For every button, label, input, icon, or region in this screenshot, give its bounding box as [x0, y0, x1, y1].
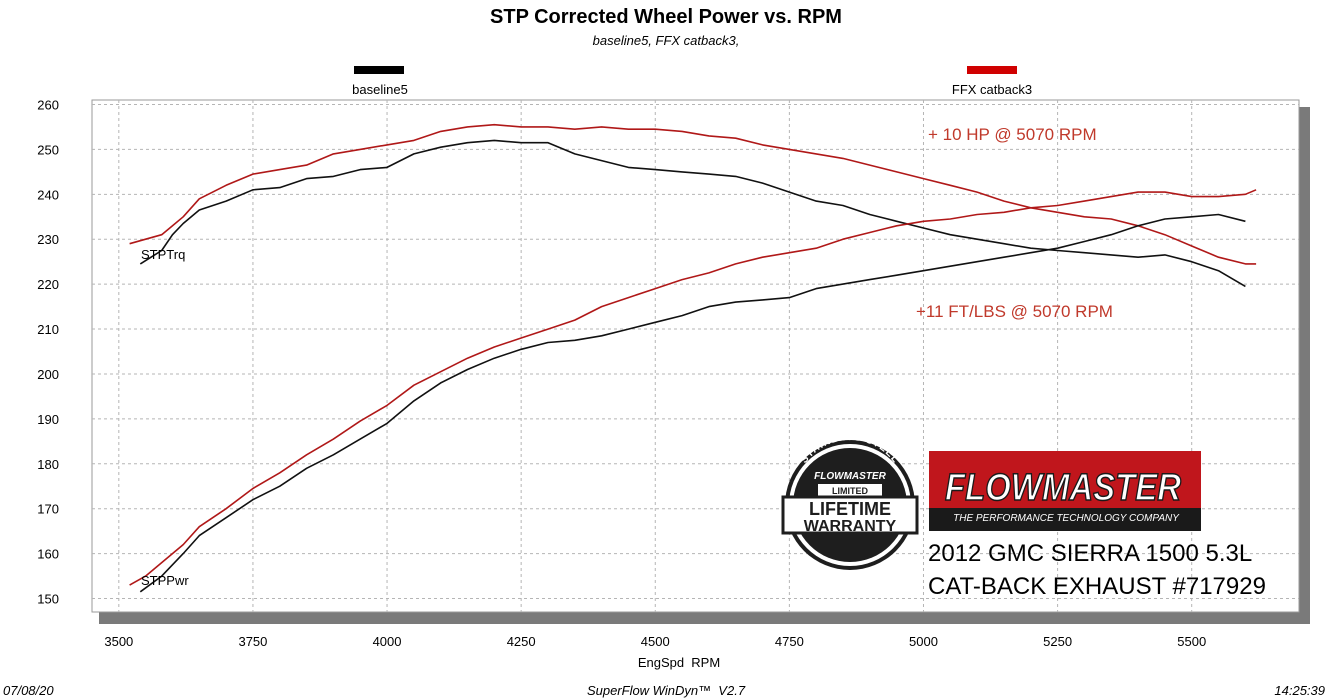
y-tick-label: 260	[37, 97, 59, 112]
annotation-hp: + 10 HP @ 5070 RPM	[928, 125, 1097, 144]
badge-warranty: WARRANTY	[804, 518, 897, 535]
curve-label-stppwr: STPPwr	[141, 573, 189, 588]
x-tick-label: 3500	[104, 634, 133, 649]
y-tick-label: 150	[37, 592, 59, 607]
badge-lifetime: LIFETIME	[809, 499, 891, 519]
legend-label-baseline: baseline5	[352, 82, 408, 97]
legend-label-ffx: FFX catback3	[952, 82, 1032, 97]
x-tick-label: 4250	[507, 634, 536, 649]
x-tick-label: 4750	[775, 634, 804, 649]
x-tick-label: 3750	[238, 634, 267, 649]
chart-title: STP Corrected Wheel Power vs. RPM	[490, 6, 842, 28]
plot-area	[91, 99, 1300, 613]
x-tick-label: 5000	[909, 634, 938, 649]
y-tick-label: 240	[37, 187, 59, 202]
series-line-ffx-catback3-stptrq	[129, 123, 1257, 265]
flowmaster-tagline: THE PERFORMANCE TECHNOLOGY COMPANY	[953, 513, 1180, 524]
footer-time: 14:25:39	[1274, 683, 1325, 698]
series-line-baseline5-stptrq	[139, 139, 1246, 288]
vehicle-line-1: 2012 GMC SIERRA 1500 5.3L	[928, 540, 1252, 567]
y-tick-label: 230	[37, 232, 59, 247]
x-tick-label: 5500	[1177, 634, 1206, 649]
series-line-baseline5-stppwr	[139, 213, 1246, 593]
legend-swatch-baseline	[354, 66, 404, 74]
x-tick-label: 4000	[373, 634, 402, 649]
curve-label-stptrq: STPTrq	[141, 247, 185, 262]
legend: baseline5 FFX catback3	[352, 66, 1032, 97]
flowmaster-logo-text: FLOWMASTER	[945, 467, 1181, 509]
badge-flowmaster: FLOWMASTER	[814, 471, 886, 482]
x-axis-label: EngSpd RPM	[638, 655, 720, 670]
x-axis: 3500 3750 4000 4250 4500 4750 5000 5250 5500	[104, 634, 1206, 649]
badge-limited: LIMITED	[832, 486, 868, 496]
y-tick-label: 200	[37, 367, 59, 382]
footer-date: 07/08/20	[3, 683, 54, 698]
y-tick-label: 180	[37, 457, 59, 472]
series-line-ffx-catback3-stppwr	[129, 189, 1257, 586]
flowmaster-logo: FLOWMASTER THE PERFORMANCE TECHNOLOGY CO…	[929, 451, 1201, 531]
footer-software: SuperFlow WinDyn™ V2.7	[587, 683, 746, 698]
annotation-torque: +11 FT/LBS @ 5070 RPM	[916, 302, 1113, 321]
y-axis: 150 160 170 180 190 200 210 220 230 240 250 260	[37, 97, 59, 606]
y-tick-label: 170	[37, 502, 59, 517]
y-tick-label: 210	[37, 322, 59, 337]
y-tick-label: 190	[37, 412, 59, 427]
chart-subtitle: baseline5, FFX catback3,	[593, 33, 740, 48]
lifetime-warranty-badge: STAINLESS STEEL FLOWMASTER LIMITED LIFET…	[781, 432, 919, 570]
y-tick-label: 220	[37, 277, 59, 292]
series-lines	[129, 123, 1257, 593]
y-tick-label: 160	[37, 547, 59, 562]
vehicle-line-2: CAT-BACK EXHAUST #717929	[928, 573, 1266, 600]
y-tick-label: 250	[37, 142, 59, 157]
x-tick-label: 5250	[1043, 634, 1072, 649]
x-tick-label: 4500	[641, 634, 670, 649]
legend-swatch-ffx	[967, 66, 1017, 74]
